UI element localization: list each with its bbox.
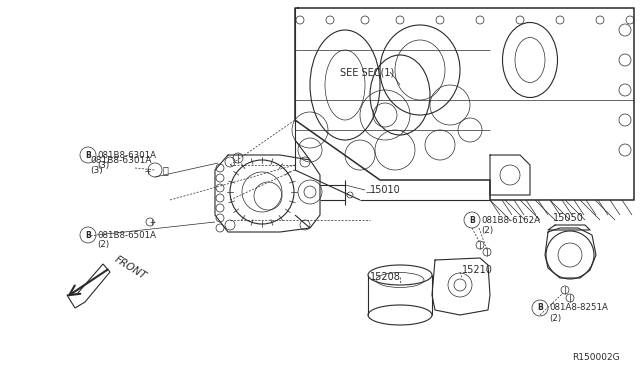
Text: (2): (2) xyxy=(549,314,561,323)
Circle shape xyxy=(80,227,96,243)
Text: B: B xyxy=(537,304,543,312)
Circle shape xyxy=(532,300,548,316)
Text: 15050: 15050 xyxy=(553,213,584,223)
Text: 15210: 15210 xyxy=(462,265,493,275)
Text: 15208: 15208 xyxy=(370,272,401,282)
Text: Ⓑ: Ⓑ xyxy=(163,165,169,175)
Text: (3): (3) xyxy=(90,166,103,174)
Text: 081B8-6301A: 081B8-6301A xyxy=(90,155,152,164)
Text: 15010: 15010 xyxy=(370,185,401,195)
Circle shape xyxy=(464,212,480,228)
Text: 081B8-6501A: 081B8-6501A xyxy=(97,231,156,240)
Polygon shape xyxy=(67,264,110,308)
Text: FRONT: FRONT xyxy=(113,254,148,282)
Text: 081B8-6162A: 081B8-6162A xyxy=(481,215,540,224)
Text: B: B xyxy=(85,151,91,160)
Text: (2): (2) xyxy=(481,225,493,234)
Text: (2): (2) xyxy=(97,241,109,250)
Text: B: B xyxy=(85,231,91,240)
Text: 081A8-8251A: 081A8-8251A xyxy=(549,304,608,312)
Text: SEE SEC(1): SEE SEC(1) xyxy=(340,67,394,77)
Text: R150002G: R150002G xyxy=(572,353,620,362)
Circle shape xyxy=(80,147,96,163)
Text: (3): (3) xyxy=(97,160,109,170)
Text: B: B xyxy=(469,215,475,224)
Text: 081B8-6301A: 081B8-6301A xyxy=(97,151,156,160)
